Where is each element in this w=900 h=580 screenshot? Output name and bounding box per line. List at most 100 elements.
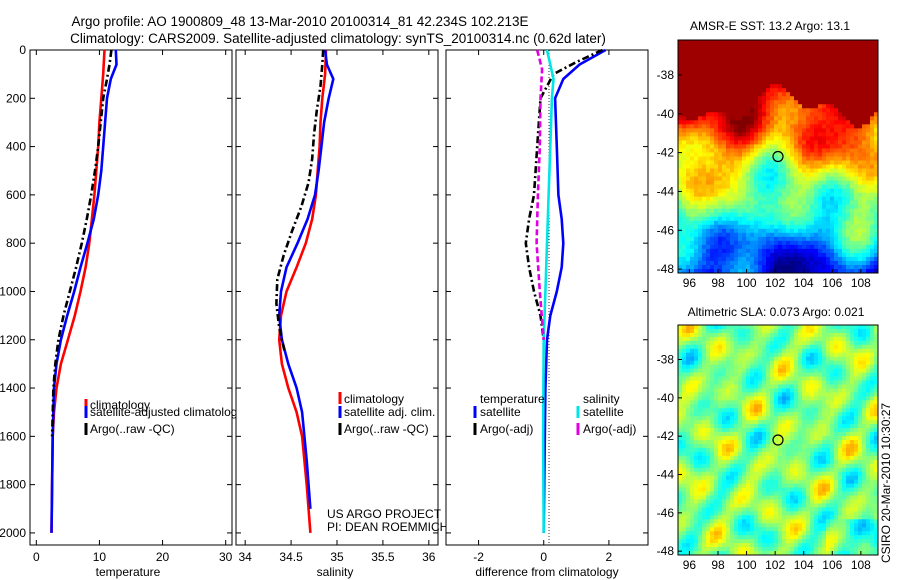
map-cell	[782, 340, 787, 346]
map-cell	[846, 188, 851, 194]
map-cell	[818, 44, 823, 49]
map-cell	[850, 140, 855, 145]
map-cell	[730, 228, 735, 234]
map-cell	[850, 384, 855, 389]
map-cell	[834, 176, 839, 182]
map-cell	[778, 132, 783, 137]
map-cell	[822, 132, 827, 137]
map-cell	[766, 376, 771, 381]
map-cell	[770, 188, 775, 194]
map-cell	[682, 40, 687, 45]
map-cell	[786, 408, 791, 413]
map-cell	[806, 463, 811, 469]
map-cell	[794, 400, 799, 405]
map-cell	[722, 208, 727, 214]
map-cell	[818, 52, 823, 57]
map-cell	[818, 168, 823, 173]
map-cell	[682, 336, 687, 342]
map-cell	[734, 140, 739, 145]
map-cell	[850, 436, 855, 441]
map-cell	[802, 96, 807, 101]
map-cell	[874, 440, 879, 445]
map-cell	[770, 416, 775, 421]
map-cell	[686, 96, 691, 101]
map-cell	[806, 240, 811, 246]
map-cell	[790, 404, 795, 409]
map-cell	[702, 428, 707, 433]
map-cell	[850, 160, 855, 165]
map-cell	[754, 244, 759, 250]
map-cell	[690, 344, 695, 350]
map-cell	[806, 80, 811, 85]
map-cell	[874, 132, 879, 137]
map-cell	[750, 447, 755, 453]
map-cell	[846, 384, 851, 389]
map-cell	[714, 268, 719, 274]
map-cell	[782, 364, 787, 370]
map-cell	[806, 432, 811, 437]
map-cell	[702, 156, 707, 161]
map-cell	[726, 80, 731, 85]
map-cell	[842, 100, 847, 105]
map-cell	[818, 104, 823, 109]
map-cell	[818, 72, 823, 77]
map-cell	[866, 400, 871, 405]
map-cell	[854, 236, 859, 242]
map-cell	[806, 400, 811, 405]
map-cell	[762, 220, 767, 226]
map-cell	[842, 471, 847, 477]
map-cell	[782, 192, 787, 198]
map-cell	[834, 244, 839, 250]
map-cell	[854, 180, 859, 186]
map-cell	[770, 264, 775, 270]
map-cell	[758, 180, 763, 186]
map-cell	[818, 208, 823, 214]
map-cell	[734, 420, 739, 425]
map-cell	[842, 392, 847, 397]
map-cell	[778, 348, 783, 354]
map-cell	[786, 252, 791, 258]
map-cell	[686, 240, 691, 246]
map-cell	[782, 232, 787, 238]
map-cell	[726, 328, 731, 334]
map-cell	[682, 325, 687, 330]
map-cell	[774, 264, 779, 270]
map-cell	[774, 212, 779, 218]
map-cell	[862, 184, 867, 190]
map-cell	[854, 168, 859, 173]
map-cell	[758, 84, 763, 89]
map-cell	[818, 216, 823, 222]
map-cell	[698, 432, 703, 437]
map-cell	[682, 416, 687, 421]
map-cell	[686, 108, 691, 113]
map-cell	[762, 96, 767, 101]
map-cell	[782, 144, 787, 149]
map-cell	[694, 192, 699, 198]
map-cell	[826, 364, 831, 370]
map-cell	[690, 204, 695, 210]
map-cell	[798, 104, 803, 109]
map-cell	[742, 172, 747, 177]
map-cell	[686, 232, 691, 238]
map-cell	[678, 48, 683, 53]
map-cell	[726, 232, 731, 238]
map-cell	[714, 340, 719, 346]
map-cell	[842, 188, 847, 194]
map-cell	[802, 192, 807, 198]
map-cell	[714, 184, 719, 190]
map-cell	[842, 52, 847, 57]
map-cell	[682, 344, 687, 350]
map-cell	[794, 204, 799, 210]
map-cell	[698, 124, 703, 129]
map-cell	[722, 136, 727, 141]
map-cell	[826, 248, 831, 254]
map-cell	[762, 432, 767, 437]
map-cell	[730, 188, 735, 194]
map-cell	[746, 60, 751, 65]
map-cell	[822, 184, 827, 190]
map-cell	[862, 332, 867, 338]
map-cell	[842, 216, 847, 222]
map-cell	[850, 455, 855, 461]
map-cell	[778, 256, 783, 262]
map-cell	[786, 60, 791, 65]
